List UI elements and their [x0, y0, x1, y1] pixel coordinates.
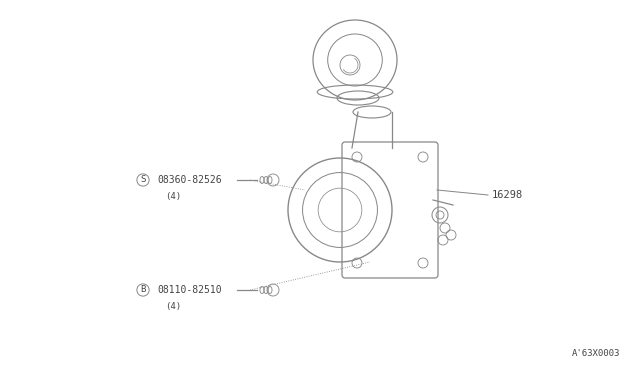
- Text: 16298: 16298: [492, 190, 524, 200]
- Text: B: B: [140, 285, 146, 295]
- Text: A'63X0003: A'63X0003: [572, 349, 620, 358]
- Text: (4): (4): [165, 192, 181, 201]
- Text: 08110-82510: 08110-82510: [157, 285, 221, 295]
- Text: S: S: [140, 176, 146, 185]
- Text: 08360-82526: 08360-82526: [157, 175, 221, 185]
- Text: (4): (4): [165, 301, 181, 311]
